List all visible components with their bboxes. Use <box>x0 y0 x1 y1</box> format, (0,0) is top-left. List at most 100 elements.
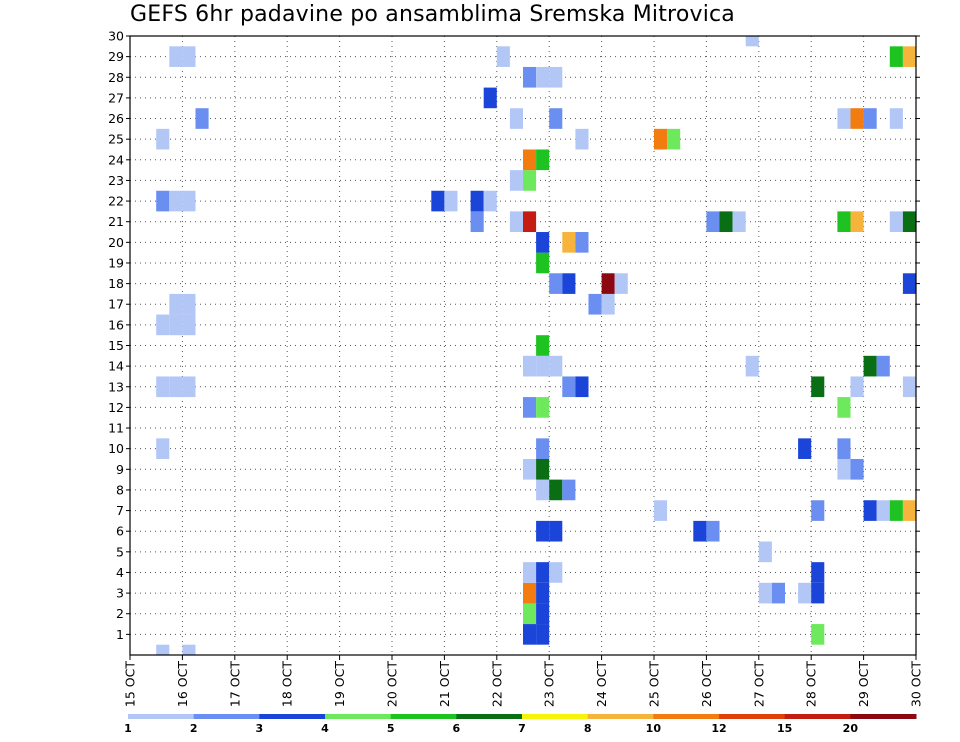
heatmap-cell <box>837 458 851 480</box>
heatmap-cell <box>811 624 825 645</box>
colorbar-label: 4 <box>321 722 329 735</box>
heatmap-cell <box>811 562 825 583</box>
heatmap-cell <box>523 170 537 191</box>
y-tick-label: 25 <box>108 132 124 147</box>
heatmap-cell <box>195 108 209 129</box>
tick-layer: 1234567891011121314151617181920212223242… <box>108 29 923 708</box>
colorbar-label: 20 <box>843 722 859 735</box>
heatmap-cell <box>536 335 550 356</box>
heatmap-cell <box>614 273 628 294</box>
heatmap-cell <box>863 108 877 129</box>
heatmap-cell <box>902 376 916 398</box>
heatmap-cell <box>562 479 576 501</box>
y-tick-label: 12 <box>108 400 124 415</box>
colorbar-label: 2 <box>190 722 198 735</box>
x-tick-label: 30 OCT <box>909 661 924 707</box>
heatmap-cell <box>156 190 170 212</box>
heatmap-cell <box>654 128 668 150</box>
heatmap-cell <box>523 66 537 88</box>
y-tick-label: 10 <box>108 441 124 456</box>
y-tick-label: 22 <box>108 194 124 209</box>
heatmap-cell <box>549 66 563 88</box>
heatmap-cell <box>549 108 563 129</box>
grid-layer <box>130 36 916 655</box>
heatmap-cell <box>496 46 510 67</box>
heatmap-cell <box>470 190 484 212</box>
colorbar-label: 8 <box>584 722 592 735</box>
heatmap-cell <box>509 170 523 191</box>
x-tick-label: 24 OCT <box>594 661 609 707</box>
heatmap-cell <box>169 314 183 336</box>
colorbar-label: 6 <box>453 722 461 735</box>
colorbar-swatch <box>193 714 260 719</box>
colorbar-swatch <box>653 714 720 719</box>
heatmap-cell <box>156 314 170 336</box>
heatmap-cell <box>182 376 196 398</box>
x-tick-label: 29 OCT <box>856 661 871 707</box>
heatmap-cell <box>523 149 537 171</box>
heatmap-cell <box>732 211 746 233</box>
heatmap-cell <box>536 479 550 501</box>
heatmap-cell <box>182 644 196 655</box>
heatmap-cell <box>483 190 497 212</box>
heatmap-cell <box>536 149 550 171</box>
heatmap-cell <box>654 500 668 521</box>
colorbar-swatch <box>390 714 457 719</box>
x-tick-label: 18 OCT <box>280 661 295 707</box>
heatmap-cell <box>693 520 707 542</box>
heatmap-cell <box>771 582 785 604</box>
y-tick-label: 26 <box>108 111 124 126</box>
x-tick-label: 21 OCT <box>437 661 452 707</box>
heatmap-cell <box>902 211 916 233</box>
heatmap-cell <box>811 500 825 521</box>
heatmap-cell <box>588 293 602 315</box>
heatmap-cell <box>523 582 537 604</box>
x-tick-label: 15 OCT <box>123 661 138 707</box>
y-tick-label: 21 <box>108 214 124 229</box>
heatmap-cell <box>536 438 550 459</box>
heatmap-cell <box>719 211 733 233</box>
colorbar-swatch <box>784 714 851 719</box>
y-tick-label: 19 <box>108 255 124 270</box>
heatmap-cell <box>470 211 484 233</box>
colorbar-label: 7 <box>518 722 526 735</box>
colorbar-label: 5 <box>387 722 395 735</box>
y-tick-label: 13 <box>108 379 124 394</box>
heatmap-cell <box>523 211 537 233</box>
heatmap-cell <box>667 128 681 150</box>
y-tick-label: 15 <box>108 338 124 353</box>
heatmap-cell <box>758 541 772 563</box>
heatmap-cell <box>536 582 550 604</box>
heatmap-cell <box>837 211 851 233</box>
heatmap-cell <box>745 36 759 47</box>
heatmap-cell <box>549 479 563 501</box>
heatmap-cell <box>523 603 537 625</box>
heatmap-cell <box>837 438 851 459</box>
y-tick-label: 2 <box>116 606 124 621</box>
colorbar-swatch <box>456 714 523 719</box>
x-tick-label: 22 OCT <box>489 661 504 707</box>
y-tick-label: 23 <box>108 173 124 188</box>
colorbar-legend: 1 2 3 4 5 6 7 8 10 12 15 20 <box>124 714 917 735</box>
x-tick-label: 25 OCT <box>647 661 662 707</box>
heatmap-cell <box>182 314 196 336</box>
heatmap-cell <box>182 46 196 67</box>
colorbar-label: 15 <box>777 722 792 735</box>
y-tick-label: 8 <box>116 482 124 497</box>
heatmap-cell <box>798 582 812 604</box>
heatmap-cell <box>562 376 576 398</box>
heatmap-cell <box>169 190 183 212</box>
heatmap-cell <box>863 500 877 521</box>
heatmap-cell <box>536 520 550 542</box>
heatmap-cell <box>536 458 550 480</box>
cell-layer <box>156 36 916 655</box>
y-tick-label: 1 <box>116 627 124 642</box>
heatmap-cell <box>889 46 903 67</box>
x-tick-label: 19 OCT <box>332 661 347 707</box>
heatmap-cell <box>902 500 916 521</box>
heatmap-cell <box>536 252 550 274</box>
heatmap-cell <box>549 520 563 542</box>
colorbar-swatch <box>522 714 589 719</box>
heatmap-cell <box>811 376 825 398</box>
